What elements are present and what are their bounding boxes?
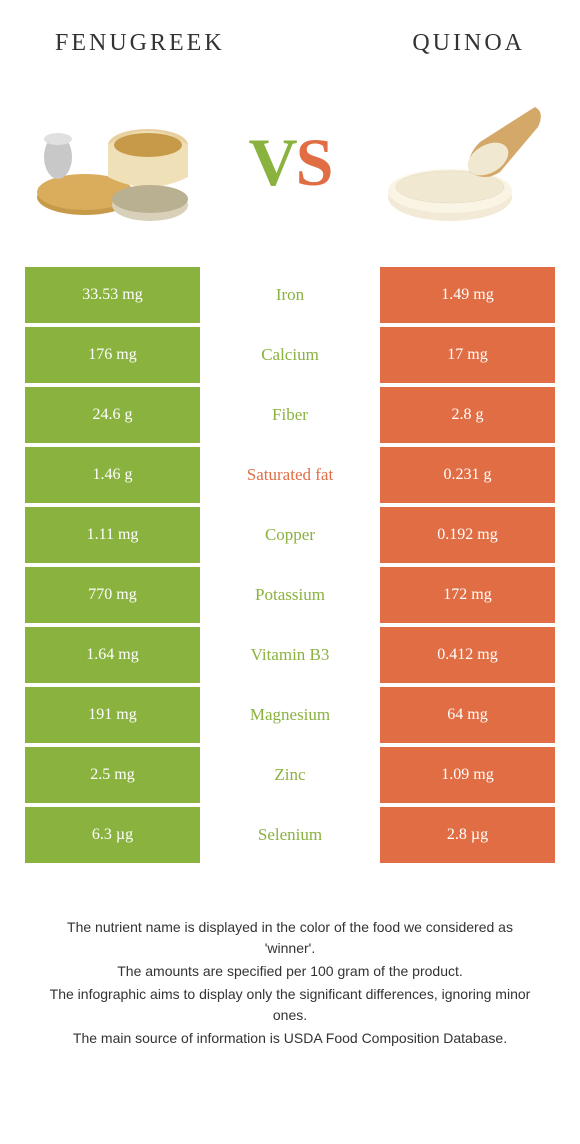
- quinoa-icon: [370, 87, 550, 237]
- nutrient-label: Fiber: [200, 387, 380, 443]
- vs-s: S: [296, 123, 332, 202]
- vs-label: VS: [249, 123, 332, 202]
- right-value: 0.412 mg: [380, 627, 555, 683]
- left-value: 176 mg: [25, 327, 200, 383]
- nutrient-row: 2.5 mgZinc1.09 mg: [25, 747, 555, 803]
- nutrient-row: 1.64 mgVitamin B30.412 mg: [25, 627, 555, 683]
- right-value: 172 mg: [380, 567, 555, 623]
- right-value: 17 mg: [380, 327, 555, 383]
- nutrient-row: 176 mgCalcium17 mg: [25, 327, 555, 383]
- nutrient-label: Saturated fat: [200, 447, 380, 503]
- header: Fenugreek Quinoa: [0, 0, 580, 67]
- left-value: 191 mg: [25, 687, 200, 743]
- right-value: 1.49 mg: [380, 267, 555, 323]
- nutrient-label: Magnesium: [200, 687, 380, 743]
- nutrient-label: Vitamin B3: [200, 627, 380, 683]
- right-value: 0.231 g: [380, 447, 555, 503]
- nutrient-row: 24.6 gFiber2.8 g: [25, 387, 555, 443]
- nutrient-label: Selenium: [200, 807, 380, 863]
- right-value: 0.192 mg: [380, 507, 555, 563]
- fenugreek-icon: [30, 87, 210, 237]
- nutrient-row: 33.53 mgIron1.49 mg: [25, 267, 555, 323]
- nutrient-table: 33.53 mgIron1.49 mg176 mgCalcium17 mg24.…: [0, 267, 580, 863]
- footer-line-2: The amounts are specified per 100 gram o…: [40, 961, 540, 982]
- left-food-title: Fenugreek: [55, 30, 225, 57]
- left-value: 1.46 g: [25, 447, 200, 503]
- images-row: VS: [0, 67, 580, 267]
- nutrient-row: 6.3 µgSelenium2.8 µg: [25, 807, 555, 863]
- nutrient-label: Potassium: [200, 567, 380, 623]
- right-food-title: Quinoa: [412, 30, 525, 57]
- left-value: 2.5 mg: [25, 747, 200, 803]
- left-value: 1.11 mg: [25, 507, 200, 563]
- left-value: 6.3 µg: [25, 807, 200, 863]
- left-food-image: [30, 87, 210, 237]
- nutrient-label: Zinc: [200, 747, 380, 803]
- right-value: 1.09 mg: [380, 747, 555, 803]
- nutrient-row: 1.11 mgCopper0.192 mg: [25, 507, 555, 563]
- nutrient-row: 770 mgPotassium172 mg: [25, 567, 555, 623]
- right-value: 64 mg: [380, 687, 555, 743]
- nutrient-label: Iron: [200, 267, 380, 323]
- nutrient-label: Copper: [200, 507, 380, 563]
- footer-line-4: The main source of information is USDA F…: [40, 1028, 540, 1049]
- nutrient-row: 191 mgMagnesium64 mg: [25, 687, 555, 743]
- nutrient-row: 1.46 gSaturated fat0.231 g: [25, 447, 555, 503]
- left-value: 770 mg: [25, 567, 200, 623]
- footer: The nutrient name is displayed in the co…: [0, 867, 580, 1071]
- nutrient-label: Calcium: [200, 327, 380, 383]
- right-value: 2.8 µg: [380, 807, 555, 863]
- left-value: 24.6 g: [25, 387, 200, 443]
- right-value: 2.8 g: [380, 387, 555, 443]
- right-food-image: [370, 87, 550, 237]
- left-value: 33.53 mg: [25, 267, 200, 323]
- footer-line-1: The nutrient name is displayed in the co…: [40, 917, 540, 959]
- vs-v: V: [249, 123, 296, 202]
- footer-line-3: The infographic aims to display only the…: [40, 984, 540, 1026]
- left-value: 1.64 mg: [25, 627, 200, 683]
